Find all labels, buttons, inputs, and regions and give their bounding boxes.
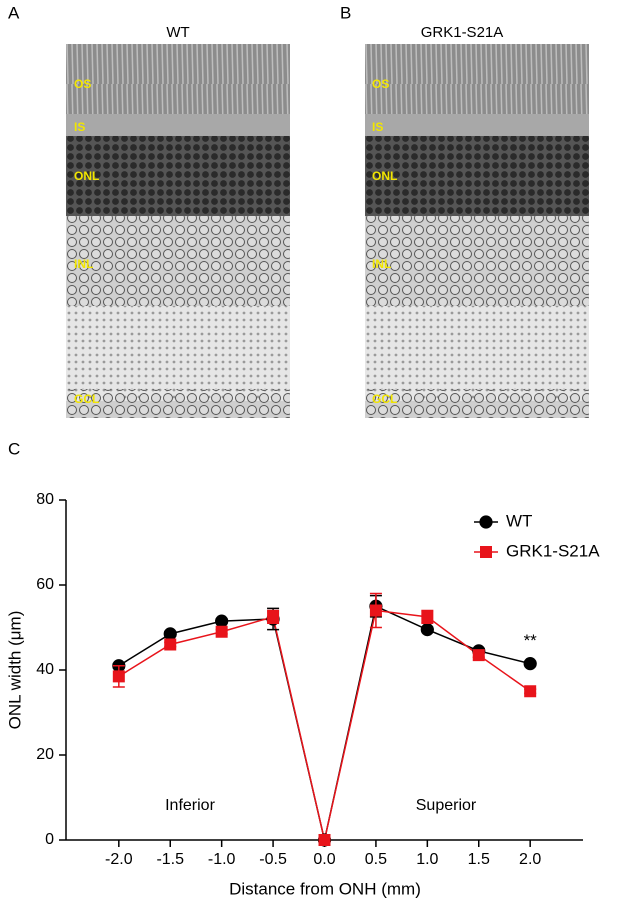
y-tick-label: 60: [36, 576, 54, 593]
x-tick-label: -1.5: [156, 851, 184, 868]
layer-label: OS: [74, 77, 91, 91]
layer-label: GCL: [74, 392, 99, 406]
layer-label: ONL: [74, 169, 99, 183]
marker: [523, 657, 537, 671]
layer-label: IS: [372, 120, 383, 134]
marker: [164, 638, 177, 651]
legend-label: WT: [506, 511, 532, 530]
marker: [112, 670, 125, 683]
histology-grk1: [365, 44, 589, 418]
x-tick-label: 0.0: [313, 851, 335, 868]
marker: [472, 649, 485, 662]
marker: [267, 610, 280, 623]
layer-label: ONL: [372, 169, 397, 183]
marker: [524, 685, 537, 698]
panel-title: WT: [166, 24, 189, 41]
x-tick-label: -1.0: [208, 851, 236, 868]
marker: [421, 610, 434, 623]
layer-label: IS: [74, 120, 85, 134]
layer-label: INL: [372, 257, 391, 271]
layer-label: GCL: [372, 392, 397, 406]
annotation: Inferior: [165, 797, 215, 814]
x-tick-label: 1.5: [468, 851, 490, 868]
panel-label: C: [8, 439, 20, 458]
marker: [420, 623, 434, 637]
marker: [215, 625, 228, 638]
marker: [215, 614, 229, 628]
marker: [480, 546, 492, 558]
annotation: Superior: [416, 797, 477, 814]
y-tick-label: 80: [36, 491, 54, 508]
legend-label: GRK1-S21A: [506, 541, 600, 560]
marker: [479, 515, 493, 529]
y-axis-label: ONL width (μm): [5, 611, 24, 730]
layer-label: INL: [74, 257, 93, 271]
annotation: **: [524, 631, 538, 650]
x-tick-label: 2.0: [519, 851, 541, 868]
y-tick-label: 20: [36, 746, 54, 763]
layer-label: OS: [372, 77, 389, 91]
panel-title: GRK1-S21A: [421, 24, 504, 41]
y-tick-label: 0: [45, 831, 54, 848]
x-tick-label: 1.0: [416, 851, 438, 868]
panel-label: A: [8, 3, 20, 22]
marker: [318, 834, 331, 846]
marker: [369, 604, 382, 617]
x-tick-label: -0.5: [259, 851, 287, 868]
marker: [163, 627, 177, 641]
y-tick-label: 40: [36, 661, 54, 678]
panel-label: B: [340, 3, 351, 22]
x-axis-label: Distance from ONH (mm): [229, 879, 421, 898]
histology-wt: [66, 44, 290, 418]
x-tick-label: -2.0: [105, 851, 133, 868]
x-tick-label: 0.5: [365, 851, 387, 868]
